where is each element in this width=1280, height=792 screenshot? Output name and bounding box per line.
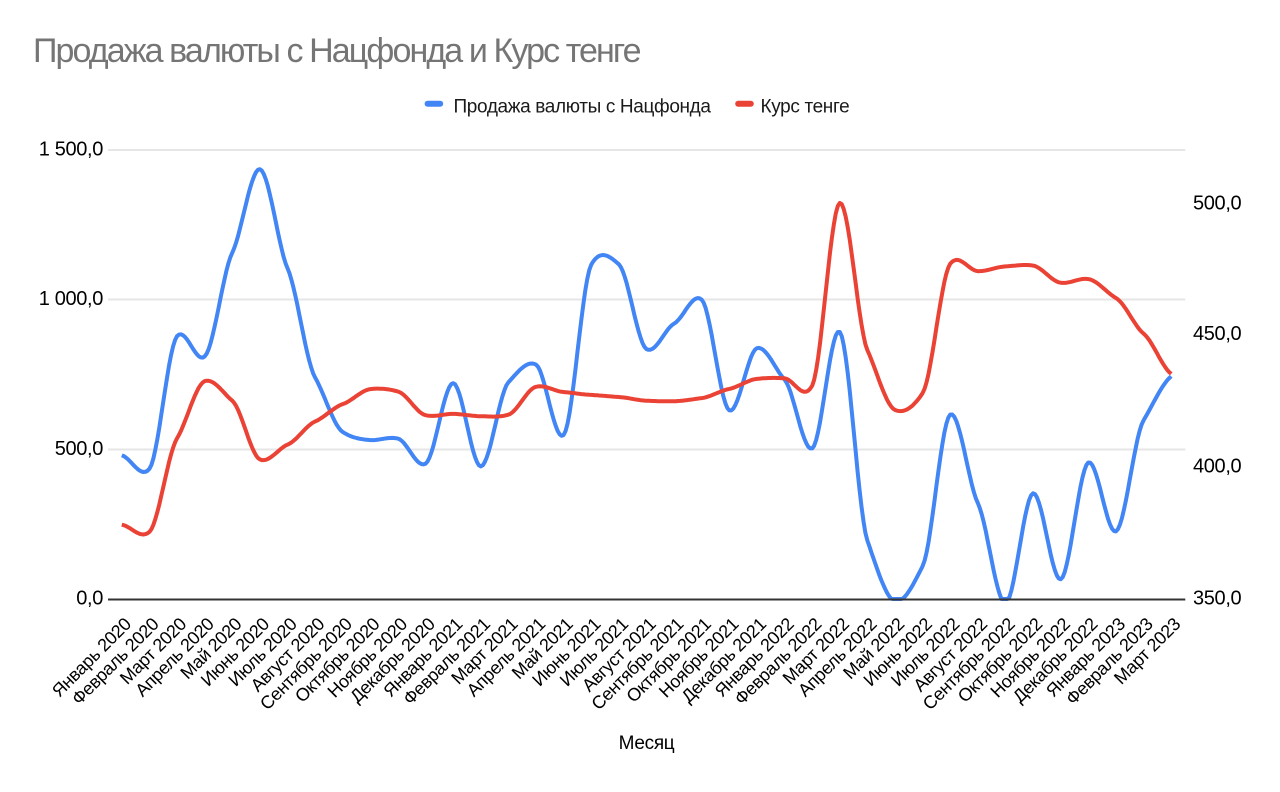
svg-text:350,0: 350,0	[1193, 588, 1242, 610]
svg-text:Продажа валюты с Нацфонда: Продажа валюты с Нацфонда	[454, 97, 712, 118]
svg-text:500,0: 500,0	[55, 438, 104, 460]
svg-text:0,0: 0,0	[76, 588, 103, 610]
svg-text:1 000,0: 1 000,0	[39, 288, 104, 310]
svg-text:Продажа валюты с Нацфонда и Ку: Продажа валюты с Нацфонда и Курс тенге	[33, 32, 641, 70]
svg-text:1 500,0: 1 500,0	[39, 139, 104, 161]
svg-text:450,0: 450,0	[1193, 323, 1242, 345]
svg-text:500,0: 500,0	[1193, 193, 1242, 215]
svg-text:Месяц: Месяц	[619, 733, 675, 754]
svg-text:400,0: 400,0	[1193, 456, 1242, 478]
svg-text:Курс тенге: Курс тенге	[761, 97, 850, 118]
